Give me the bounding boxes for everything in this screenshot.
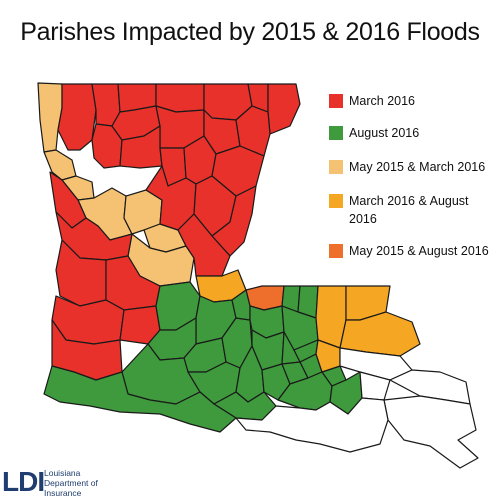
parish-tangi-s2 <box>315 339 341 373</box>
legend-label: March 2016 & August 2016 <box>349 194 469 226</box>
legend-swatch <box>329 160 343 174</box>
legend-label: August 2016 <box>349 126 420 140</box>
parish-east-carroll <box>267 83 301 135</box>
parish-cameron-s <box>43 365 237 433</box>
logo-text: Louisiana Department of Insurance <box>44 468 98 498</box>
map-title: Parishes Impacted by 2015 & 2016 Floods <box>20 18 480 46</box>
parish-concordia <box>211 185 257 257</box>
legend-label: March 2016 <box>349 94 416 108</box>
logo-line: Insurance <box>44 488 82 498</box>
parish-bossier <box>57 83 97 151</box>
legend-swatch <box>329 194 343 208</box>
legend-swatch <box>329 244 343 258</box>
parish-terrebonne <box>235 397 389 453</box>
logo-line: Department of <box>44 478 98 488</box>
legend-swatch <box>329 126 343 140</box>
parish-desoto <box>43 149 77 181</box>
legend-swatch <box>329 94 343 108</box>
logo-mark: LDI <box>2 466 45 497</box>
parish-plaquemines <box>383 395 479 469</box>
logo-line: Louisiana <box>44 468 81 478</box>
legend-label: May 2015 & August 2016 <box>349 244 489 258</box>
ldi-logo: LDI Louisiana Department of Insurance <box>2 466 112 502</box>
parish-caddo <box>37 82 63 153</box>
legend-label: May 2015 & March 2016 <box>349 160 486 174</box>
